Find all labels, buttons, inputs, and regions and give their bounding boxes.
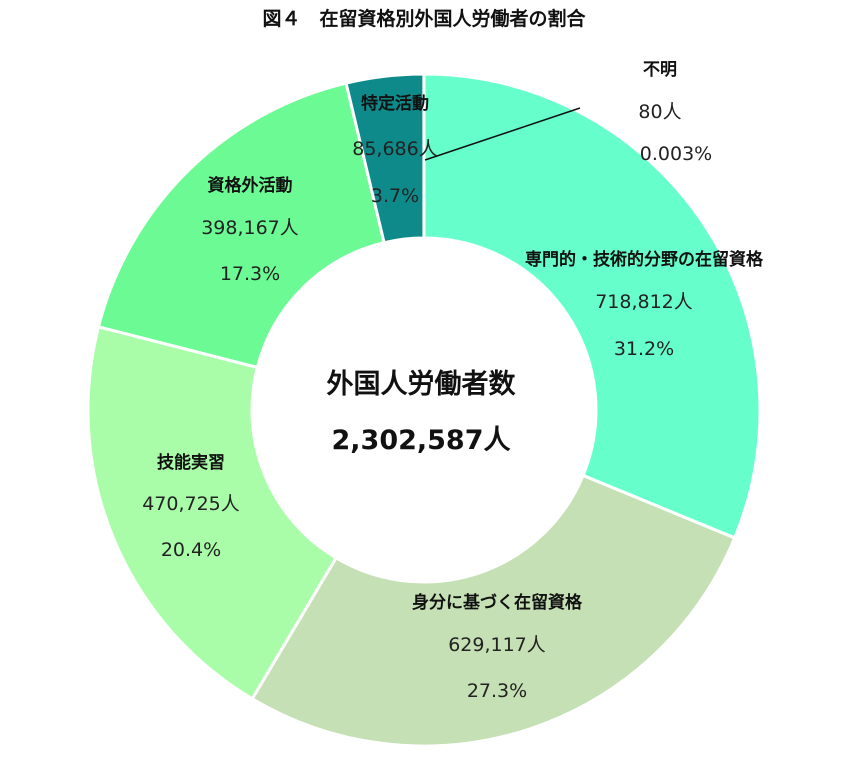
slice-label-outside-percent: 17.3% [220,263,280,285]
slice-label-professional-count: 718,812人 [595,291,693,313]
slice-label-professional-percent: 31.2% [614,338,674,360]
slice-status [250,473,737,748]
slice-label-outside-count: 398,167人 [201,217,299,239]
slice-label-trainee-name: 技能実習 [157,452,225,473]
slice-professional [422,72,762,540]
donut-slices [86,72,762,748]
center-label: 外国人労働者数 [327,369,517,400]
slice-label-unknown-percent: 0.003% [640,143,712,165]
slice-label-unknown-count: 80人 [638,101,681,123]
slice-label-trainee-percent: 20.4% [161,539,221,561]
slice-label-designated-count: 85,686人 [352,138,437,160]
slice-label-designated-percent: 3.7% [371,185,419,207]
slice-label-unknown-name: 不明 [643,60,677,80]
slice-label-status-count: 629,117人 [448,634,546,656]
leader-line-unknown [424,107,581,161]
slice-trainee [86,324,339,701]
chart-title: 図４ 在留資格別外国人労働者の割合 [262,7,586,30]
slice-label-designated-name: 特定活動 [361,93,429,114]
slice-label-status-percent: 27.3% [467,680,527,702]
slice-label-status-name: 身分に基づく在留資格 [412,592,583,613]
slice-label-trainee-count: 470,725人 [142,493,240,515]
slice-outside [96,81,386,370]
center-value: 2,302,587人 [331,425,510,456]
slice-label-outside-name: 資格外活動 [208,175,293,196]
slice-label-professional-name: 専門的・技術的分野の在留資格 [525,249,764,270]
